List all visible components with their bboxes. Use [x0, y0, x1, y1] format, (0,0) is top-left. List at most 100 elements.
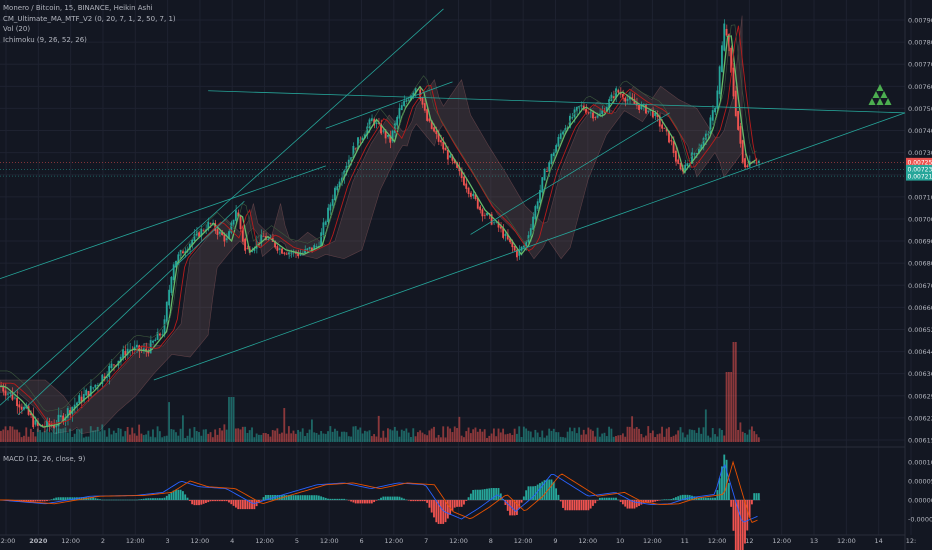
time-axis[interactable]: 12:00 2020 12:00 2 12:00 3 12:00 4 12:00 5 12:00 6 1… [0, 537, 916, 545]
volume-bar [110, 434, 113, 442]
macd-histogram-bar [370, 500, 373, 504]
macd-histogram-bar [50, 499, 53, 500]
macd-histogram-bar [322, 497, 325, 500]
macd-histogram-bar [619, 500, 622, 502]
candle [168, 284, 171, 309]
macd-axis[interactable]: 0.000100 0.000050 0.000000 -0.000050 [908, 459, 932, 524]
volume-bar [679, 427, 682, 442]
time-tick-label: 12:00 [255, 537, 274, 545]
volume-bar [101, 424, 104, 442]
macd-histogram-bar [534, 486, 537, 500]
macd-histogram-bar [488, 488, 491, 500]
volume-bar [64, 427, 67, 442]
macd-histogram-bar [396, 496, 399, 500]
time-tick-label: 6 [359, 537, 363, 545]
macd-histogram-bar [387, 496, 389, 500]
volume-bar [285, 433, 288, 442]
macd-histogram-bar [260, 500, 263, 501]
volume-bar [23, 435, 25, 442]
symbol-legend[interactable]: Monero / Bitcoin, 15, BINANCE, Heikin As… [3, 4, 153, 12]
candle [737, 110, 740, 131]
macd-histogram-bar [186, 497, 189, 500]
volume-bar [57, 428, 60, 442]
volume-bar [414, 436, 417, 442]
tree-marker-icon[interactable] [868, 84, 892, 105]
trend-line[interactable] [208, 90, 906, 114]
macd-histogram-bar [46, 500, 48, 502]
volume-bar [476, 431, 479, 442]
volume-bar [668, 427, 670, 442]
macd-histogram-bar [753, 493, 756, 500]
macd-histogram-bar [352, 500, 355, 503]
macd-histogram-bar [709, 497, 712, 500]
volume-legend[interactable]: Vol (20) [3, 25, 31, 33]
price-tick-label: 0.007100 [908, 193, 932, 201]
ma-legend[interactable]: CM_Ultimate_MA_MTF_V2 (0, 20, 7, 1, 2, 5… [3, 14, 176, 23]
trend-line[interactable] [17, 200, 245, 416]
price-labels: 0.0072560.0072330.00721 [0, 157, 932, 181]
volume-bar [281, 432, 283, 442]
macd-histogram-bar [25, 500, 28, 502]
candle [543, 167, 546, 181]
macd-histogram-bar [41, 500, 44, 502]
volume-bar [635, 427, 638, 442]
macd-histogram-bar [654, 500, 657, 502]
price-tick-label: 0.007900 [908, 17, 932, 25]
macd-histogram-bar [230, 500, 233, 505]
trend-line[interactable] [0, 8, 444, 406]
macd-histogram-bar [428, 500, 431, 508]
volume-bar [202, 429, 205, 442]
volume-bar [52, 426, 55, 442]
macd-legend[interactable]: MACD (12, 26, close, 9) [3, 455, 86, 463]
volume-bar [442, 426, 445, 442]
trend-line[interactable] [470, 112, 670, 235]
time-tick-label: 12:00 [578, 537, 597, 545]
macd-histogram-bar [677, 496, 680, 500]
volume-bar [36, 428, 39, 442]
macd-histogram-bar [624, 500, 627, 507]
price-tick-label: 0.006220 [908, 414, 932, 422]
trend-line[interactable] [325, 81, 453, 129]
volume-bar [617, 435, 620, 442]
candle [564, 124, 567, 133]
price-tick-label: 0.006290 [908, 392, 932, 400]
volume-bar [377, 415, 380, 442]
macd-histogram-bar [566, 500, 569, 511]
candle [78, 393, 81, 404]
volume-bar [391, 430, 394, 442]
trend-line[interactable] [0, 165, 326, 280]
macd-histogram-bar [732, 500, 735, 531]
macd-histogram-bar [105, 499, 108, 501]
trend-lines[interactable] [0, 8, 906, 416]
volume-bar [711, 428, 714, 442]
volume-bar [518, 426, 521, 442]
macd-histogram-bar [181, 491, 184, 500]
volume-bar [304, 436, 306, 442]
volume-bar [615, 436, 617, 442]
candle [244, 237, 247, 254]
volume-bar [587, 427, 590, 442]
candle [393, 120, 396, 138]
ichimoku-legend[interactable]: Ichimoku (9, 26, 52, 26) [3, 35, 87, 44]
candle [278, 245, 281, 256]
volume-bar [557, 432, 560, 442]
candle [18, 400, 21, 415]
candle [154, 337, 157, 342]
volume-bar [163, 436, 166, 442]
candle [562, 130, 564, 137]
macd-histogram-bar [112, 499, 115, 501]
volume-bar [41, 432, 44, 442]
volume-bar [32, 432, 35, 442]
macd-histogram-bar [357, 500, 359, 504]
volume-bar [545, 435, 548, 442]
macd-histogram-bar [361, 500, 364, 504]
candle [55, 420, 58, 435]
trend-line[interactable] [153, 112, 906, 381]
volume-bar [665, 428, 668, 442]
macd-histogram-bar [165, 495, 168, 500]
macd-histogram-bar [456, 500, 458, 507]
volume-bar [76, 429, 78, 442]
volume-bar [509, 433, 511, 442]
ma-fast-line [0, 35, 757, 428]
